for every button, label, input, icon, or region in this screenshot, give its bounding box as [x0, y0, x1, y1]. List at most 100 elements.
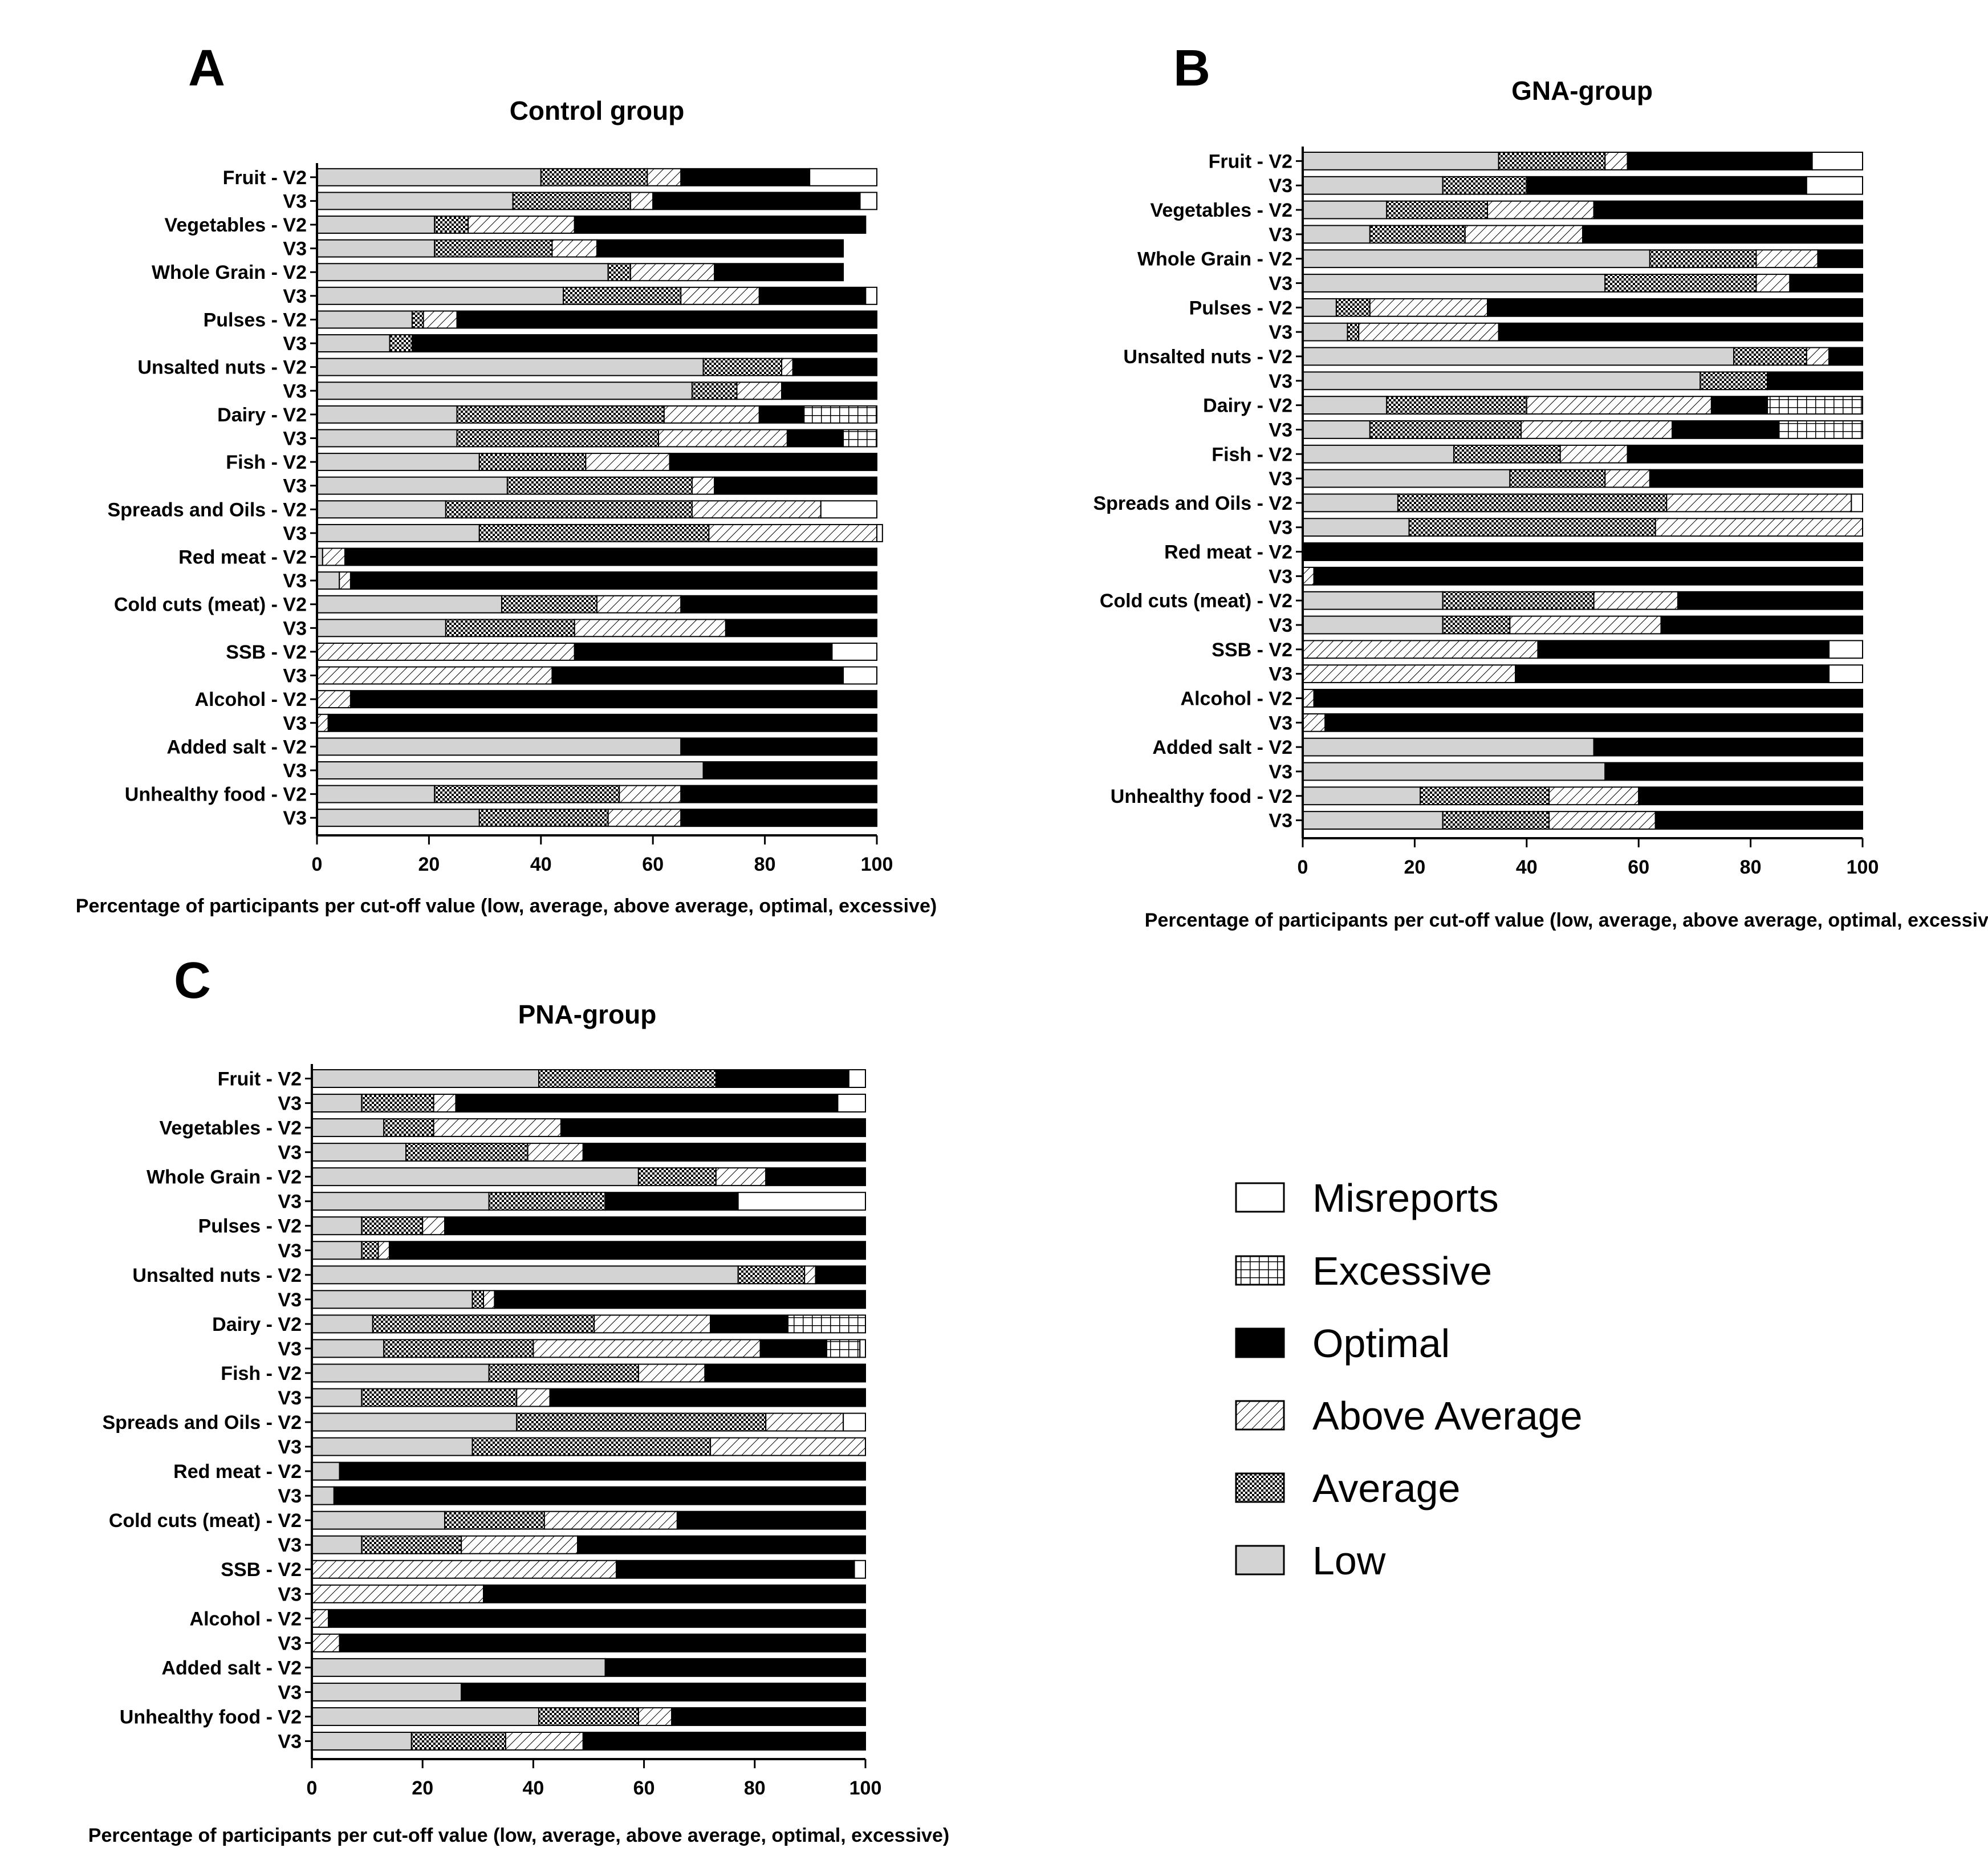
bar-segment-c-17-low: [311, 1486, 335, 1505]
chart-title-a: Control group: [510, 96, 685, 125]
bar-segment-b-25-optimal: [1604, 762, 1864, 781]
x-axis-label-a: Percentage of participants per cut-off v…: [76, 895, 937, 917]
bar-segment-b-23-above_average: [1302, 713, 1326, 732]
bar-segment-a-3-average: [434, 239, 553, 258]
bar-segment-a-12-optimal: [669, 453, 878, 472]
bar-segment-c-24-low: [311, 1658, 606, 1677]
bar-segment-c-26-optimal: [671, 1707, 867, 1726]
bar-segment-a-23-above_average: [316, 713, 329, 732]
bar-segment-c-12-average: [488, 1363, 639, 1383]
category-label-a-1: V3: [283, 190, 307, 212]
panel-c: C PNA-group Fruit - V2 V3 Vegetables - V2 V…: [88, 952, 949, 1846]
bar-segment-b-9-low: [1302, 371, 1701, 391]
bar-segment-c-2-average: [383, 1118, 434, 1138]
bar-segment-c-1-average: [361, 1094, 434, 1113]
bar-segment-b-24-low: [1302, 737, 1595, 757]
category-label-c-16: Red meat - V2: [173, 1461, 302, 1483]
bar-segment-b-14-low: [1302, 493, 1398, 513]
bar-segment-a-6-above_average: [422, 310, 458, 329]
category-label-a-19: V3: [283, 618, 307, 639]
bar-segment-c-11-optimal: [759, 1339, 828, 1358]
bar-segment-b-13-average: [1509, 469, 1606, 488]
legend-swatch-above-average: [1235, 1400, 1285, 1431]
bar-segment-b-23-optimal: [1324, 713, 1863, 732]
bar-segment-a-10-excessive: [803, 405, 877, 424]
bar-segment-b-4-low: [1302, 249, 1650, 269]
bar-segment-b-2-average: [1386, 200, 1489, 220]
bar-segment-a-10-optimal: [758, 405, 805, 424]
bar-segment-c-23-optimal: [339, 1633, 866, 1652]
category-label-c-18: Cold cuts (meat) - V2: [109, 1510, 302, 1532]
x-tick-label-c-3: 60: [633, 1777, 655, 1799]
bar-segment-a-22-optimal: [349, 690, 877, 709]
category-label-c-9: V3: [278, 1289, 302, 1311]
bar-segment-c-13-optimal: [549, 1388, 866, 1407]
bar-segment-c-0-low: [311, 1069, 540, 1089]
bar-segment-b-18-low: [1302, 591, 1444, 610]
bar-segment-a-5-above_average: [680, 286, 760, 305]
bar-segment-a-14-average: [445, 500, 693, 519]
category-label-b-25: V3: [1269, 761, 1292, 783]
bar-segment-b-22-above_average: [1302, 689, 1315, 708]
category-label-c-14: Spreads and Oils - V2: [102, 1412, 302, 1434]
category-label-b-8: Unsalted nuts - V2: [1123, 346, 1292, 368]
bar-segment-b-16-optimal: [1302, 542, 1863, 561]
bar-segment-c-1-misreports: [837, 1094, 866, 1113]
bar-segment-c-6-low: [311, 1216, 363, 1236]
bar-segment-b-1-misreports: [1806, 176, 1864, 195]
bar-segment-a-5-misreports: [865, 286, 877, 305]
bar-segment-a-11-above_average: [658, 429, 788, 448]
category-label-a-10: Dairy - V2: [217, 404, 307, 426]
chart-title-c: PNA-group: [518, 1000, 657, 1029]
bar-segment-b-4-average: [1649, 249, 1757, 269]
bar-segment-b-15-average: [1408, 518, 1656, 537]
category-label-c-21: V3: [278, 1583, 302, 1605]
bar-segment-b-13-optimal: [1649, 469, 1864, 488]
bar-segment-a-2-optimal: [574, 216, 867, 234]
bar-segment-b-27-low: [1302, 811, 1444, 830]
legend-label-misreports: Misreports: [1312, 1176, 1499, 1220]
x-tick-label-a-4: 80: [754, 854, 776, 875]
bar-segment-b-0-misreports: [1811, 151, 1864, 170]
category-label-c-6: Pulses - V2: [198, 1216, 302, 1237]
bar-segment-a-17-above_average: [339, 571, 351, 590]
bar-segment-b-6-above_average: [1369, 298, 1489, 317]
x-tick-label-c-4: 80: [744, 1777, 766, 1799]
bar-segment-c-15-above_average: [710, 1437, 866, 1456]
bar-segment-c-26-above_average: [637, 1707, 673, 1726]
category-label-b-15: V3: [1269, 517, 1292, 539]
x-tick-label-a-5: 100: [861, 854, 893, 875]
bar-segment-a-9-low: [316, 381, 693, 400]
bar-segment-c-18-optimal: [676, 1510, 866, 1530]
category-label-c-27: V3: [278, 1731, 302, 1752]
bar-segment-b-11-excessive: [1778, 420, 1863, 439]
bar-segment-c-22-above_average: [311, 1609, 330, 1628]
bar-segment-b-7-above_average: [1358, 322, 1499, 342]
bar-segment-b-17-optimal: [1313, 566, 1863, 586]
category-label-b-11: V3: [1269, 419, 1292, 441]
bar-segment-c-7-average: [361, 1241, 379, 1260]
bar-segment-b-25-low: [1302, 762, 1606, 781]
x-tick-label-a-1: 20: [418, 854, 440, 875]
category-label-c-7: V3: [278, 1240, 302, 1262]
category-label-b-7: V3: [1269, 322, 1292, 343]
category-label-c-0: Fruit - V2: [218, 1069, 302, 1090]
bar-segment-b-11-optimal: [1672, 420, 1779, 439]
bar-segment-c-10-optimal: [710, 1314, 789, 1334]
bar-segment-a-18-low: [316, 595, 503, 614]
bar-segment-b-21-optimal: [1515, 664, 1830, 684]
category-label-b-23: V3: [1269, 712, 1292, 734]
bar-segment-a-2-average: [434, 216, 469, 234]
legend-swatch-misreports: [1235, 1182, 1285, 1213]
category-label-b-19: V3: [1269, 615, 1292, 636]
category-label-c-5: V3: [278, 1191, 302, 1213]
bar-segment-a-19-average: [445, 619, 575, 637]
bar-segment-c-14-average: [516, 1412, 767, 1432]
bar-segment-c-1-low: [311, 1094, 363, 1113]
bar-segment-c-4-optimal: [765, 1167, 866, 1187]
bar-segment-a-9-optimal: [781, 381, 878, 400]
bar-segment-b-6-optimal: [1487, 298, 1864, 317]
bar-segment-c-19-optimal: [577, 1535, 867, 1554]
bar-segment-b-8-optimal: [1828, 347, 1864, 366]
